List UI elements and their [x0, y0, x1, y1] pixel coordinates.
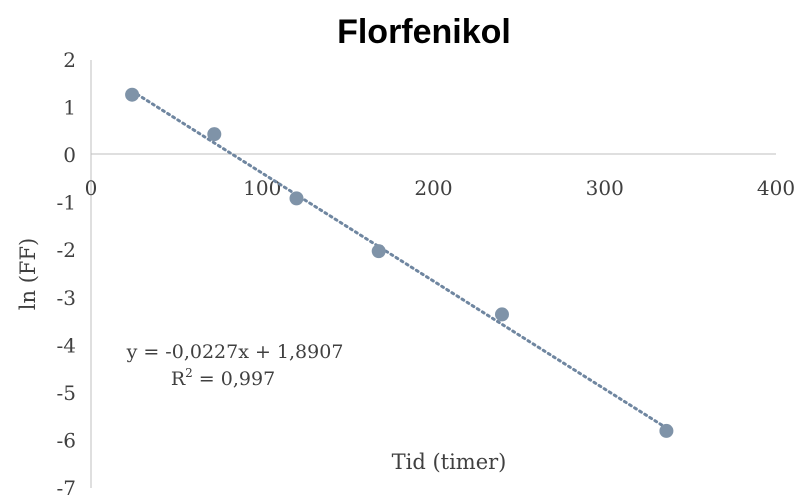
trendline [130, 89, 668, 430]
y-tick-label: -3 [57, 286, 76, 310]
data-point [125, 87, 140, 102]
x-tick-label: 0 [85, 176, 98, 200]
y-tick-label: 2 [63, 48, 76, 72]
data-points [125, 87, 674, 438]
x-tick-label: 200 [414, 176, 452, 200]
data-point [371, 244, 386, 259]
x-tick-label: 400 [757, 176, 795, 200]
y-tick-label: 1 [63, 96, 76, 120]
y-tick-label: 0 [63, 143, 76, 167]
data-point [659, 423, 674, 438]
x-tick-labels: 0 100 200 300 400 [85, 176, 795, 200]
data-point [207, 127, 222, 142]
x-tick-label: 100 [243, 176, 281, 200]
chart-title: Florfenikol [337, 13, 511, 51]
y-tick-label: -7 [57, 476, 76, 495]
y-tick-label: -6 [57, 428, 76, 452]
y-tick-label: -4 [57, 333, 76, 357]
y-axis-label: ln (FF) [16, 238, 40, 310]
x-axis-label: Tid (timer) [392, 450, 507, 474]
y-tick-labels: 2 1 0 -1 -2 -3 -4 -5 -6 -7 [57, 48, 76, 495]
y-tick-label: -2 [57, 238, 76, 262]
y-tick-label: -5 [57, 381, 76, 405]
r-squared-label: R2 = 0,997 [171, 366, 275, 390]
data-point [289, 191, 304, 206]
y-tick-label: -1 [57, 191, 76, 215]
trendline-equation: y = -0,0227x + 1,8907 [126, 341, 344, 363]
data-point [495, 307, 509, 322]
x-tick-label: 300 [586, 176, 624, 200]
